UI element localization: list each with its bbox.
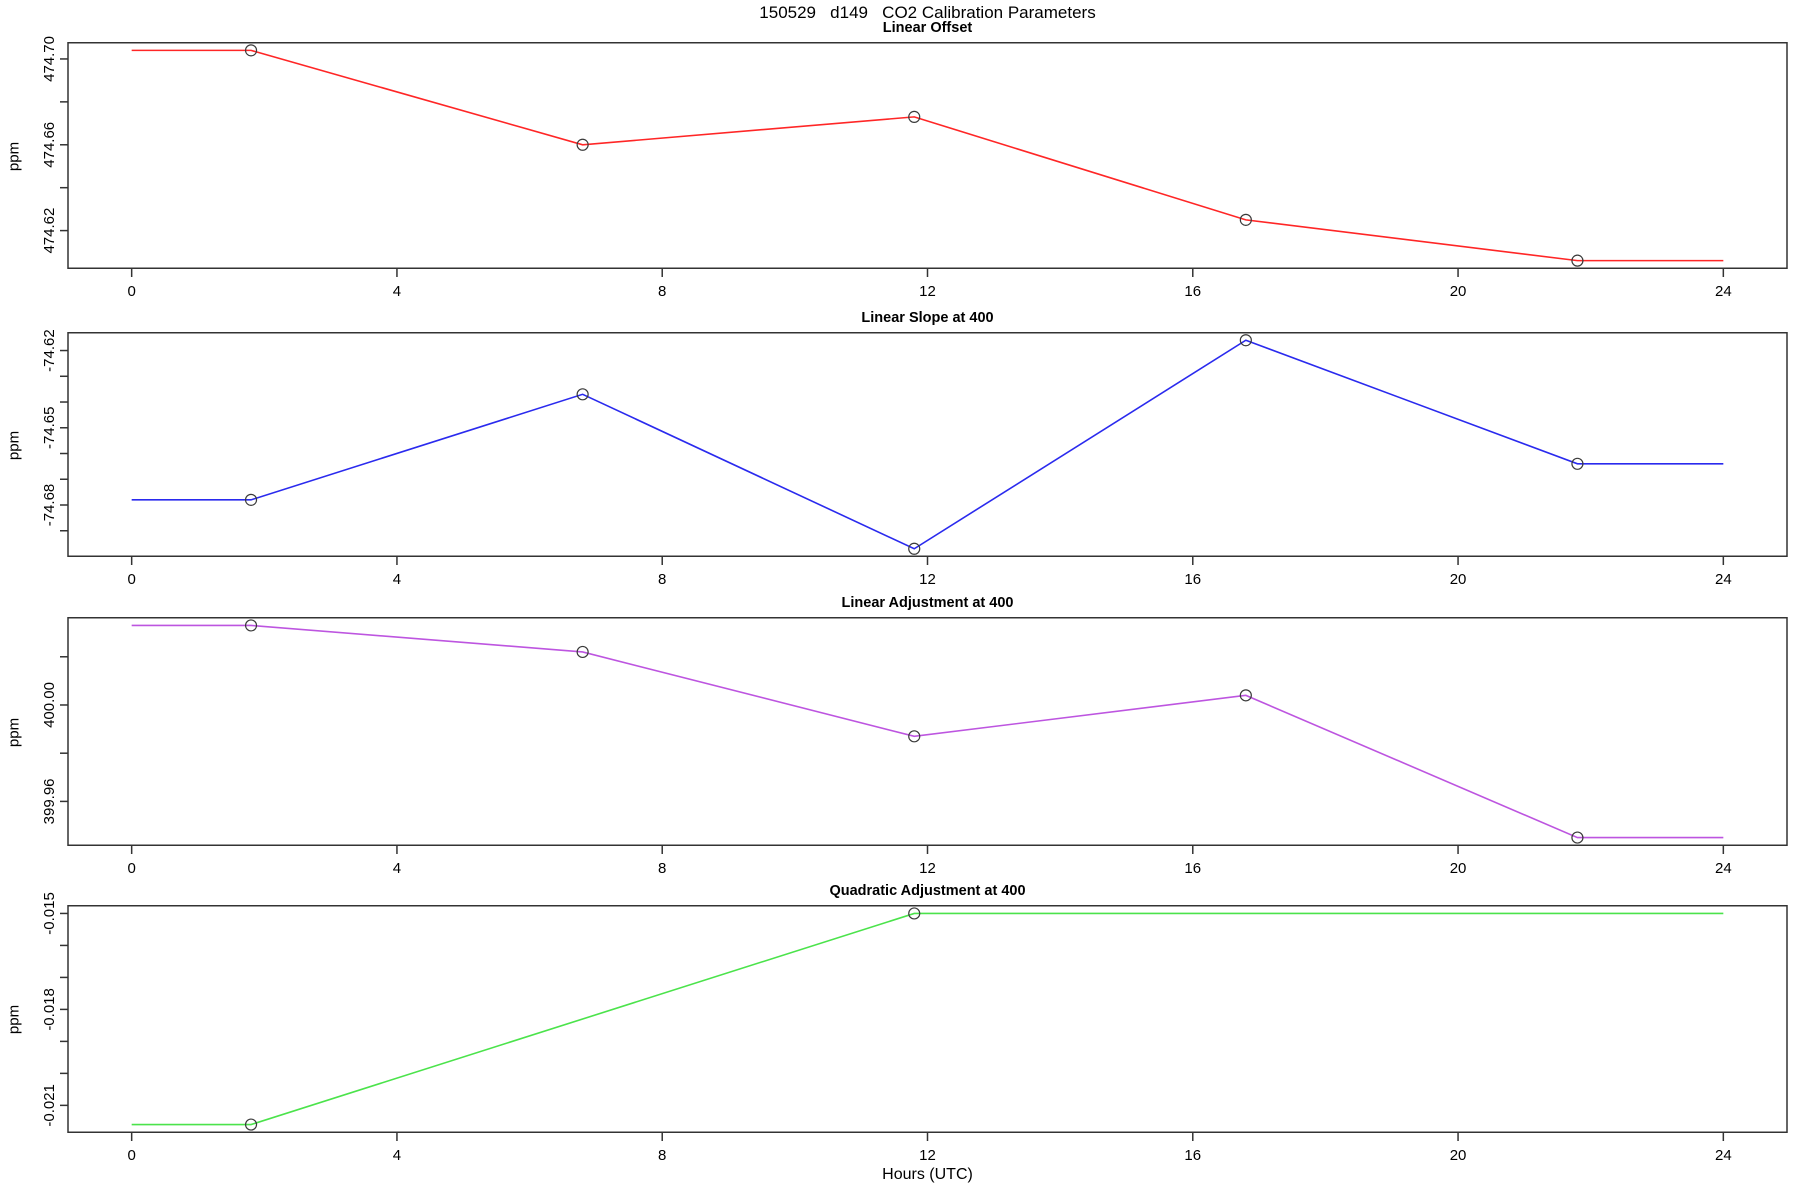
panel-title-linear-slope: Linear Slope at 400 bbox=[861, 310, 994, 326]
y-tick-label: -74.68 bbox=[41, 484, 58, 527]
x-tick-label: 8 bbox=[658, 571, 666, 588]
data-point-marker bbox=[244, 44, 258, 57]
x-tick-label: 16 bbox=[1184, 860, 1201, 877]
data-point-marker bbox=[244, 493, 258, 506]
data-point-marker bbox=[244, 1118, 258, 1131]
x-axis-label: Hours (UTC) bbox=[882, 1166, 973, 1183]
x-tick-label: 4 bbox=[393, 1147, 401, 1164]
y-tick-label: 400.00 bbox=[41, 682, 58, 728]
panel-2-plot: 0 4 8 12 16 20 24 -74.68 -74.65 -74.62 bbox=[41, 329, 1788, 588]
data-point-marker bbox=[1239, 213, 1252, 226]
data-point-marker bbox=[908, 730, 921, 743]
y-tick-label: -74.62 bbox=[41, 329, 58, 372]
x-tick-label: 20 bbox=[1450, 1147, 1467, 1164]
data-point-marker bbox=[1239, 689, 1252, 702]
data-point-marker bbox=[1239, 334, 1252, 347]
x-tick-label: 12 bbox=[919, 571, 936, 588]
data-point-marker bbox=[1571, 831, 1584, 844]
x-tick-label: 4 bbox=[393, 283, 401, 300]
x-tick-label: 8 bbox=[658, 1147, 666, 1164]
x-tick-label: 24 bbox=[1715, 1147, 1732, 1164]
plot-border bbox=[67, 332, 1788, 557]
data-point-marker bbox=[908, 542, 921, 555]
data-line bbox=[131, 912, 1724, 1126]
x-tick-label: 16 bbox=[1184, 571, 1201, 588]
y-tick-label: 474.62 bbox=[41, 208, 58, 254]
x-tick-label: 0 bbox=[127, 571, 135, 588]
panel-4-plot: 0 4 8 12 16 20 24 -0.021 -0.018 -0.015 bbox=[41, 892, 1788, 1164]
plot-border bbox=[67, 905, 1788, 1133]
x-tick-label: 8 bbox=[658, 283, 666, 300]
panel-title-linear-offset: Linear Offset bbox=[882, 20, 973, 36]
y-tick-label: -74.65 bbox=[41, 406, 58, 449]
panel-title-linear-adjustment: Linear Adjustment at 400 bbox=[841, 595, 1014, 611]
x-tick-label: 8 bbox=[658, 860, 666, 877]
data-point-marker bbox=[244, 619, 258, 632]
data-point-marker bbox=[576, 645, 589, 659]
panel-title-quadratic-adjustment: Quadratic Adjustment at 400 bbox=[829, 883, 1026, 899]
x-tick-label: 24 bbox=[1715, 860, 1732, 877]
data-line bbox=[131, 49, 1724, 262]
x-tick-label: 4 bbox=[393, 860, 401, 877]
x-tick-label: 20 bbox=[1450, 571, 1467, 588]
y-tick-label: 399.96 bbox=[41, 778, 58, 824]
x-tick-label: 24 bbox=[1715, 283, 1732, 300]
x-tick-label: 0 bbox=[127, 860, 135, 877]
x-tick-label: 12 bbox=[919, 283, 936, 300]
x-tick-label: 16 bbox=[1184, 283, 1201, 300]
y-tick-label: -0.021 bbox=[41, 1084, 58, 1127]
x-tick-label: 12 bbox=[919, 860, 936, 877]
data-point-marker bbox=[576, 388, 589, 401]
data-point-marker bbox=[1571, 254, 1584, 267]
plot-border bbox=[67, 42, 1788, 269]
data-point-marker bbox=[908, 907, 921, 920]
x-tick-label: 20 bbox=[1450, 283, 1467, 300]
data-line bbox=[131, 339, 1724, 550]
data-point-marker bbox=[1571, 457, 1584, 470]
y-tick-label: 474.70 bbox=[41, 36, 58, 82]
y-tick-label: -0.015 bbox=[41, 892, 58, 935]
x-tick-label: 20 bbox=[1450, 860, 1467, 877]
x-tick-label: 16 bbox=[1184, 1147, 1201, 1164]
x-tick-label: 24 bbox=[1715, 571, 1732, 588]
x-tick-label: 4 bbox=[393, 571, 401, 588]
plot-border bbox=[67, 617, 1788, 846]
data-point-marker bbox=[908, 110, 921, 123]
data-point-marker bbox=[576, 138, 589, 151]
y-tick-label: 474.66 bbox=[41, 122, 58, 168]
x-tick-label: 0 bbox=[127, 283, 135, 300]
y-tick-label: -0.018 bbox=[41, 988, 58, 1031]
page-title: 150529 d149 CO2 Calibration Parameters bbox=[759, 3, 1096, 22]
panel-3-plot: 0 4 8 12 16 20 24 399.96 400.00 bbox=[41, 617, 1788, 877]
x-tick-label: 0 bbox=[127, 1147, 135, 1164]
data-line bbox=[131, 624, 1724, 839]
panel-1-plot: 0 4 8 12 16 20 24 474.62 474.66 474.70 bbox=[41, 36, 1788, 300]
x-tick-label: 12 bbox=[919, 1147, 936, 1164]
